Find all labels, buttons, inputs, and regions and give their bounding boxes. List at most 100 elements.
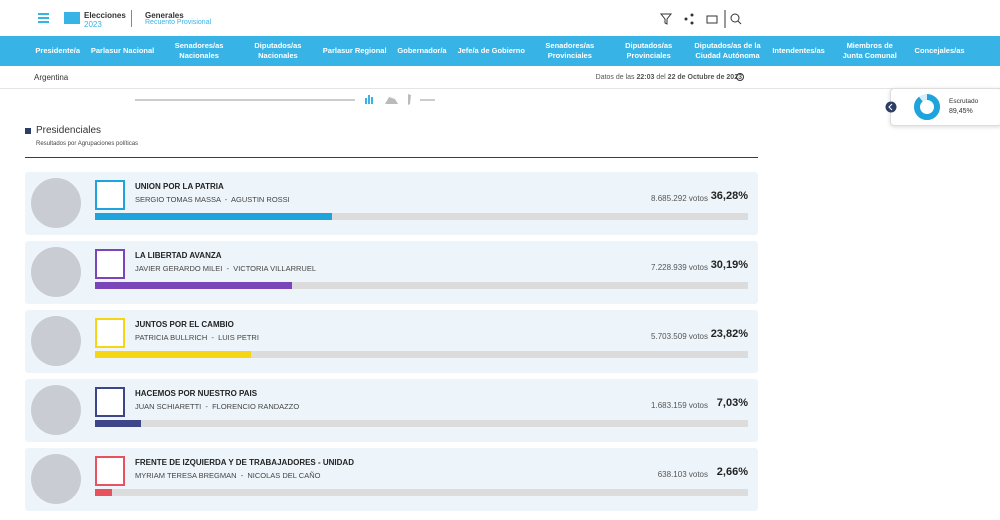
menu-button[interactable] <box>38 13 49 15</box>
collapse-button[interactable] <box>885 101 897 113</box>
votes-unit: votos <box>688 263 708 272</box>
bar <box>95 213 332 220</box>
scrutiny-panel: Escrutado 89,45% <box>885 88 1000 126</box>
print-button[interactable] <box>706 15 718 24</box>
view-switcher <box>135 94 435 105</box>
vote-count: 638.103 votos <box>658 470 708 479</box>
votes-unit: votos <box>688 332 708 341</box>
scrutiny-value: 89,45% <box>949 108 973 115</box>
party-name: UNION POR LA PATRIA <box>135 182 224 191</box>
nav-item[interactable]: Presidente/a <box>35 46 81 55</box>
candidate-names: MYRIAM TERESA BREGMAN - NICOLAS DEL CAÑO <box>135 471 321 480</box>
party-logo <box>95 180 125 210</box>
candidate-names: JAVIER GERARDO MILEI - VICTORIA VILLARRU… <box>135 264 317 273</box>
party-name: LA LIBERTAD AVANZA <box>135 251 222 260</box>
divider <box>25 157 758 158</box>
breadcrumb[interactable]: Argentina <box>34 73 69 82</box>
update-prefix: Datos de las <box>595 74 635 81</box>
top-bar: Elecciones 2023 Generales Recuento Provi… <box>0 0 1000 37</box>
search-button[interactable] <box>730 13 742 25</box>
candidate-names: PATRICIA BULLRICH - LUIS PETRI <box>135 333 259 342</box>
percent-label: 7,03% <box>716 397 748 409</box>
candidate-photo <box>31 247 81 297</box>
bar-track <box>95 420 748 427</box>
votes-unit: votos <box>688 401 708 410</box>
candidate-photo <box>31 454 81 504</box>
nav-item[interactable]: Parlasur Regional <box>322 46 387 55</box>
vote-count: 1.683.159 votos <box>651 401 708 410</box>
votes-number: 1.683.159 <box>651 401 687 410</box>
bar-track <box>95 213 748 220</box>
bar-track <box>95 351 748 358</box>
party-logo <box>95 249 125 279</box>
donut-value <box>914 94 940 120</box>
percent-label: 23,82% <box>710 328 748 340</box>
section-title: Presidenciales <box>36 125 102 136</box>
bar <box>95 420 141 427</box>
candidate-photo <box>31 385 81 435</box>
nav-item[interactable]: Miembros de Junta Comunal <box>842 41 897 60</box>
section-marker <box>25 128 31 134</box>
vote-count: 5.703.509 votos <box>651 332 708 341</box>
toolbar <box>659 10 742 28</box>
refresh-button[interactable] <box>735 72 745 82</box>
filter-button[interactable] <box>659 13 673 25</box>
year: 2023 <box>84 20 102 29</box>
nav-item[interactable]: Gobernador/a <box>397 46 447 55</box>
votes-number: 8.685.292 <box>651 194 687 203</box>
party-name: JUNTOS POR EL CAMBIO <box>135 320 234 329</box>
votes-number: 5.703.509 <box>651 332 687 341</box>
section-subtitle: Resultados por Agrupaciones políticas <box>36 141 139 147</box>
share-button[interactable] <box>684 13 694 25</box>
candidate-names: SERGIO TOMAS MASSA - AGUSTIN ROSSI <box>135 195 290 204</box>
subtitle: Recuento Provisional <box>145 19 212 26</box>
breadcrumb-bar: Argentina Datos de las 22:03 del 22 de O… <box>0 66 1000 89</box>
percent-label: 2,66% <box>716 466 748 478</box>
percent-label: 30,19% <box>710 259 748 271</box>
party-logo <box>95 387 125 417</box>
party-name: FRENTE DE IZQUIERDA Y DE TRABAJADORES - … <box>135 458 354 467</box>
votes-unit: votos <box>688 470 708 479</box>
bar <box>95 282 293 289</box>
update-date: 22 de Octubre de 2023 <box>667 74 742 81</box>
nav-bar: Presidente/a Parlasur Nacional Senadores/a… <box>0 36 1000 66</box>
election: Generales <box>145 11 184 20</box>
candidate-photo <box>31 316 81 366</box>
result-card: LA LIBERTAD AVANZA JAVIER GERARDO MILEI -… <box>25 241 758 304</box>
map-view-button[interactable] <box>385 97 398 104</box>
party-name: HACEMOS POR NUESTRO PAIS <box>135 389 258 398</box>
result-card: UNION POR LA PATRIA SERGIO TOMAS MASSA - … <box>25 172 758 235</box>
update-info: Datos de las 22:03 del 22 de Octubre de … <box>596 74 742 81</box>
party-logo <box>95 318 125 348</box>
bar <box>95 351 251 358</box>
nav-item[interactable]: Concejales/as <box>914 46 965 55</box>
nav-item[interactable]: Jefe/a de Gobierno <box>457 46 525 55</box>
nav-item[interactable]: Diputados/as Nacionales <box>254 41 302 60</box>
logo-flag <box>64 12 80 24</box>
vote-count: 8.685.292 votos <box>651 194 708 203</box>
province-view-button[interactable] <box>408 94 411 105</box>
bar <box>95 489 113 496</box>
party-logo <box>95 456 125 486</box>
brand: Elecciones <box>84 11 126 20</box>
update-time: 22:03 <box>636 74 655 81</box>
vote-count: 7.228.939 votos <box>651 263 708 272</box>
candidate-names: JUAN SCHIARETTI - FLORENCIO RANDAZZO <box>135 402 300 411</box>
chart-view-button[interactable] <box>365 95 373 104</box>
nav-item[interactable]: Parlasur Nacional <box>90 46 155 55</box>
scrutiny-donut <box>914 94 940 120</box>
candidate-photo <box>31 178 81 228</box>
result-card: JUNTOS POR EL CAMBIO PATRICIA BULLRICH - … <box>25 310 758 373</box>
result-card: FRENTE DE IZQUIERDA Y DE TRABAJADORES - … <box>25 448 758 511</box>
nav-item[interactable]: Diputados/as Provinciales <box>625 41 673 60</box>
percent-label: 36,28% <box>710 190 748 202</box>
nav-item[interactable]: Intendentes/as <box>772 46 825 55</box>
nav-item[interactable]: Senadores/as Nacionales <box>174 41 224 60</box>
scrutiny-label: Escrutado <box>949 98 979 105</box>
divider <box>131 10 132 27</box>
votes-number: 7.228.939 <box>651 263 687 272</box>
nav-item[interactable]: Diputados/as de la Ciudad Autónoma <box>694 41 761 60</box>
bar-track <box>95 489 748 496</box>
nav-item[interactable]: Senadores/as Provinciales <box>545 41 595 60</box>
